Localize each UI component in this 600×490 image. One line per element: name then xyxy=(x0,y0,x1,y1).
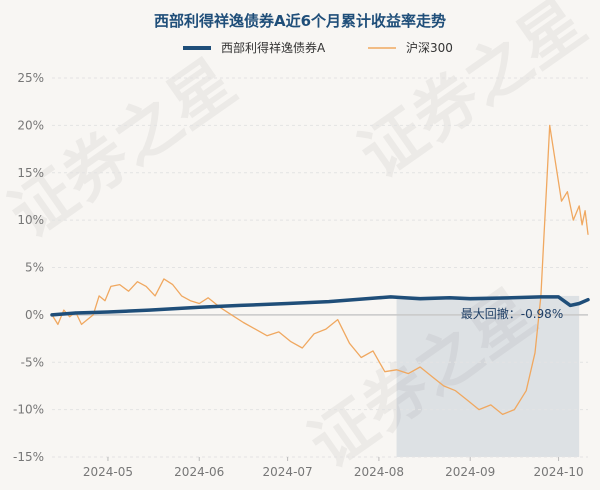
x-tick-label: 2024-10 xyxy=(533,465,583,479)
legend-label: 沪深300 xyxy=(406,41,453,55)
y-tick-label: 20% xyxy=(17,118,44,132)
drawdown-region xyxy=(396,295,580,457)
drawdown-shade xyxy=(396,295,580,457)
x-tick-label: 2024-06 xyxy=(174,465,224,479)
legend-label: 西部利得祥逸债券A xyxy=(221,40,326,55)
max-drawdown-annotation: 最大回撤：-0.98% xyxy=(461,306,563,321)
x-tick-label: 2024-09 xyxy=(445,465,495,479)
y-axis-ticks: -15% -10% -5% 0% 5% 10% 15% 20% 25% xyxy=(13,71,44,464)
y-tick-label: -5% xyxy=(21,355,44,369)
y-tick-label: 5% xyxy=(25,261,44,275)
chart-title: 西部利得祥逸债券A近6个月累计收益率走势 xyxy=(154,12,446,30)
series-line-fund xyxy=(50,295,590,317)
series-line-csi300 xyxy=(51,124,589,416)
x-tick-label: 2024-05 xyxy=(83,465,133,479)
x-tick-label: 2024-08 xyxy=(354,465,404,479)
y-tick-label: -10% xyxy=(13,403,44,417)
y-tick-label: 15% xyxy=(17,166,44,180)
gridlines xyxy=(52,77,588,458)
x-tick-label: 2024-07 xyxy=(263,465,313,479)
y-tick-label: 25% xyxy=(17,71,44,85)
series-lines xyxy=(50,124,590,416)
x-axis-ticks: 2024-05 2024-06 2024-07 2024-08 2024-09 2024-… xyxy=(83,457,584,479)
y-tick-label: -15% xyxy=(13,450,44,464)
y-tick-label: 0% xyxy=(25,308,44,322)
y-tick-label: 10% xyxy=(17,213,44,227)
legend: 西部利得祥逸债券A 沪深300 xyxy=(183,40,453,55)
